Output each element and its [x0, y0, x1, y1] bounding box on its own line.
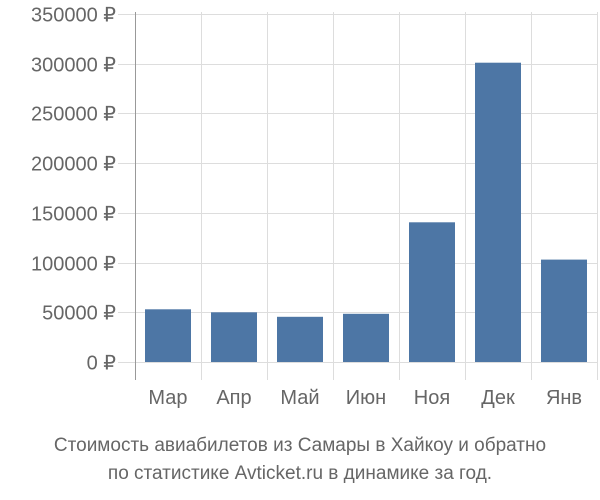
x-tick-label: Июн	[346, 387, 386, 409]
y-tick-label: 250000 ₽	[31, 104, 116, 126]
y-tick-label: 350000 ₽	[31, 5, 116, 27]
bars	[145, 62, 587, 362]
bar-1	[145, 309, 191, 362]
x-axis-tick-labels: Мар Апр Май Июн Ноя Дек Янв	[148, 387, 582, 409]
bar-2	[211, 312, 257, 362]
y-tick-label: 150000 ₽	[31, 204, 116, 226]
x-tick-label: Ноя	[414, 387, 450, 409]
grid	[118, 12, 598, 380]
bar-7	[541, 259, 587, 362]
y-tick-label: 300000 ₽	[31, 55, 116, 77]
x-tick-label: Апр	[216, 387, 251, 409]
bar-6	[475, 62, 521, 362]
x-tick-label: Дек	[481, 387, 515, 409]
chart-caption-line-2: по статистике Avticket.ru в динамике за …	[107, 463, 493, 484]
bar-3	[277, 316, 323, 362]
y-tick-label: 200000 ₽	[31, 154, 116, 176]
x-tick-label: Янв	[546, 387, 582, 409]
bar-chart: 0 ₽ 50000 ₽ 100000 ₽ 150000 ₽ 200000 ₽ 250000…	[31, 5, 598, 409]
bar-5	[409, 222, 455, 362]
x-tick-label: Май	[280, 387, 319, 409]
y-tick-label: 0 ₽	[87, 353, 117, 375]
x-tick-label: Мар	[148, 387, 187, 409]
y-tick-label: 50000 ₽	[42, 303, 116, 325]
y-axis-tick-labels: 0 ₽ 50000 ₽ 100000 ₽ 150000 ₽ 200000 ₽ 250000…	[31, 5, 116, 375]
y-tick-label: 100000 ₽	[31, 254, 116, 276]
bar-4	[343, 313, 389, 362]
chart-caption-line-1: Стоимость авиабилетов из Самары в Хайкоу…	[53, 435, 547, 456]
